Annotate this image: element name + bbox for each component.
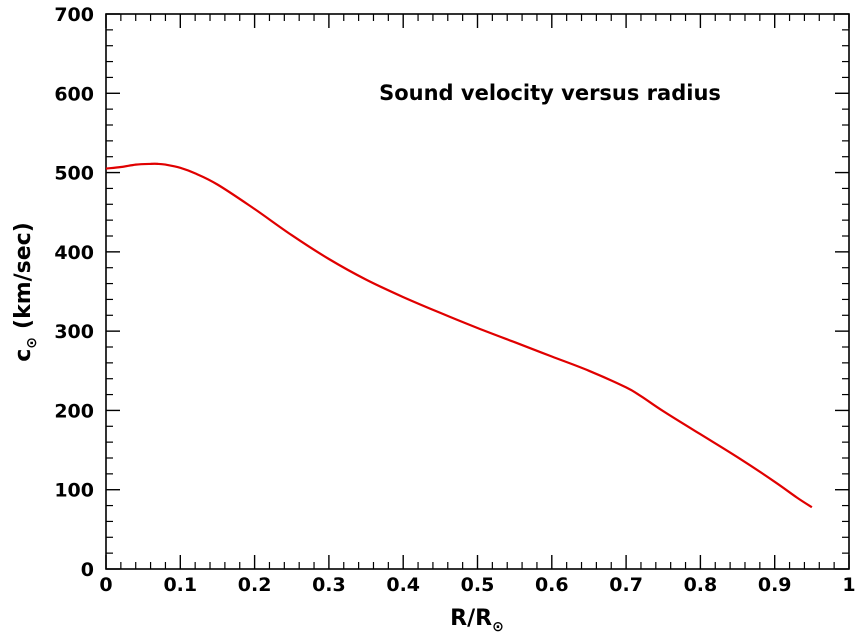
y-tick-label: 200	[54, 400, 94, 422]
x-tick-label: 0.4	[386, 574, 420, 596]
y-tick-label: 100	[54, 480, 94, 502]
x-tick-label: 0.7	[609, 574, 643, 596]
sound-velocity-line	[105, 162, 813, 509]
x-tick-label: 0.1	[163, 574, 197, 596]
x-tick-label: 0	[99, 574, 112, 596]
chart-title: Sound velocity versus radius	[379, 81, 721, 105]
y-tick-label: 500	[54, 163, 94, 185]
x-tick-label: 0.9	[758, 574, 792, 596]
x-tick-label: 0.8	[684, 574, 718, 596]
x-tick-label: 0.2	[238, 574, 272, 596]
y-tick-label: 700	[54, 4, 94, 26]
y-tick-label: 600	[54, 83, 94, 105]
x-tick-label: 0.3	[312, 574, 346, 596]
x-tick-label: 1	[842, 574, 855, 596]
y-axis-title: c⊙(km/sec)	[11, 222, 40, 362]
ticks-layer: 0 0.1 0.2 0.3 0.4 0.5 0.6 0.7 0.8 0.9 1 0 100 200 300 4…	[54, 4, 855, 596]
x-axis-title: R/R⊙	[450, 606, 504, 635]
plot-frame	[105, 13, 850, 570]
x-tick-label: 0.5	[461, 574, 495, 596]
y-tick-label: 0	[81, 559, 94, 581]
y-tick-label: 300	[54, 321, 94, 343]
x-tick-label: 0.6	[535, 574, 569, 596]
y-tick-label: 400	[54, 242, 94, 264]
